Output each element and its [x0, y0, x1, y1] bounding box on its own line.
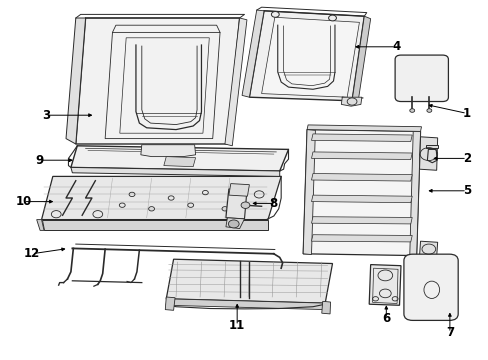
Text: 12: 12	[23, 247, 40, 260]
Polygon shape	[165, 297, 175, 310]
Polygon shape	[261, 17, 359, 97]
Polygon shape	[242, 10, 264, 97]
Text: 7: 7	[445, 327, 453, 339]
Polygon shape	[71, 167, 279, 176]
Circle shape	[271, 12, 279, 17]
Circle shape	[409, 109, 414, 112]
Text: 10: 10	[15, 195, 32, 208]
Text: 4: 4	[391, 40, 399, 53]
Polygon shape	[311, 134, 411, 141]
Polygon shape	[341, 97, 361, 106]
Circle shape	[426, 109, 431, 112]
Polygon shape	[321, 301, 330, 314]
Text: 1: 1	[462, 107, 470, 120]
Polygon shape	[409, 131, 420, 256]
Polygon shape	[41, 220, 267, 230]
Text: 3: 3	[42, 109, 50, 122]
FancyBboxPatch shape	[394, 55, 447, 102]
Text: 9: 9	[35, 154, 43, 167]
Polygon shape	[311, 174, 411, 181]
Polygon shape	[427, 149, 436, 163]
Polygon shape	[311, 235, 411, 242]
Polygon shape	[41, 176, 281, 220]
Polygon shape	[368, 265, 400, 305]
Polygon shape	[311, 217, 411, 224]
Circle shape	[328, 15, 336, 21]
Polygon shape	[311, 152, 411, 159]
Polygon shape	[166, 259, 332, 303]
Polygon shape	[141, 145, 195, 157]
Circle shape	[241, 202, 249, 208]
Text: 11: 11	[228, 319, 245, 332]
Polygon shape	[37, 220, 44, 230]
FancyBboxPatch shape	[403, 254, 457, 320]
Polygon shape	[311, 195, 411, 203]
Polygon shape	[66, 18, 85, 144]
Polygon shape	[249, 11, 364, 101]
Polygon shape	[351, 16, 370, 103]
Text: 2: 2	[462, 152, 470, 165]
Polygon shape	[225, 218, 244, 229]
Polygon shape	[419, 137, 437, 170]
Circle shape	[228, 220, 239, 228]
Text: 6: 6	[382, 312, 389, 325]
Polygon shape	[303, 130, 420, 256]
Polygon shape	[303, 130, 315, 255]
Polygon shape	[426, 145, 437, 148]
Polygon shape	[228, 184, 249, 196]
Polygon shape	[76, 18, 239, 144]
Text: 8: 8	[269, 197, 277, 210]
Polygon shape	[419, 241, 437, 257]
Polygon shape	[306, 125, 421, 131]
Polygon shape	[163, 157, 195, 167]
Polygon shape	[71, 146, 288, 171]
Polygon shape	[225, 189, 246, 219]
Polygon shape	[166, 299, 325, 310]
Polygon shape	[224, 18, 246, 146]
Text: 5: 5	[462, 184, 470, 197]
